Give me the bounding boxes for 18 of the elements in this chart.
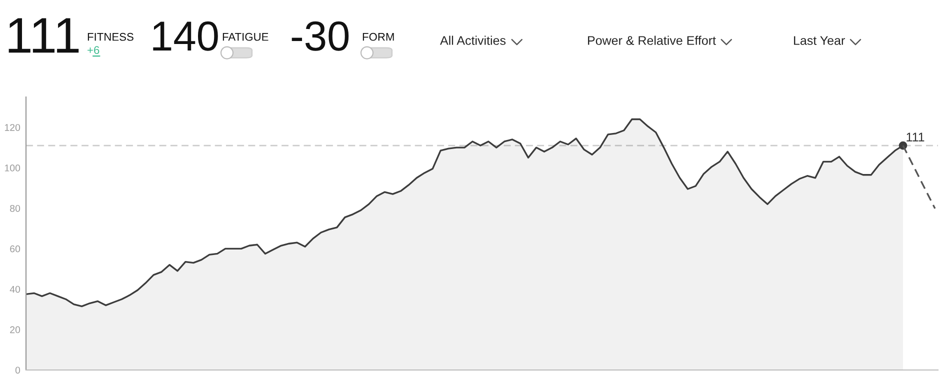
y-tick-label: 40: [10, 286, 20, 293]
text: 140: [153, 21, 218, 51]
text: Last Year: [794, 36, 845, 45]
y-tick-label: 0: [15, 366, 20, 374]
y-tick-label: 60: [10, 245, 20, 252]
y-tick-label: 80: [10, 204, 20, 212]
text: Power & Relative Effort: [588, 36, 716, 45]
text: All Activities: [440, 36, 506, 45]
data-label: 111: [906, 132, 924, 142]
y-tick-label: 120: [4, 124, 20, 131]
text: +6: [88, 46, 100, 54]
y-tick-label: 20: [10, 326, 20, 334]
y-tick-label: 100: [4, 164, 20, 172]
text: 111: [8, 18, 79, 53]
text: FATIGUE: [222, 32, 268, 41]
text: -30: [292, 21, 349, 51]
text: FITNESS: [88, 32, 134, 41]
text: FORM: [362, 32, 394, 41]
